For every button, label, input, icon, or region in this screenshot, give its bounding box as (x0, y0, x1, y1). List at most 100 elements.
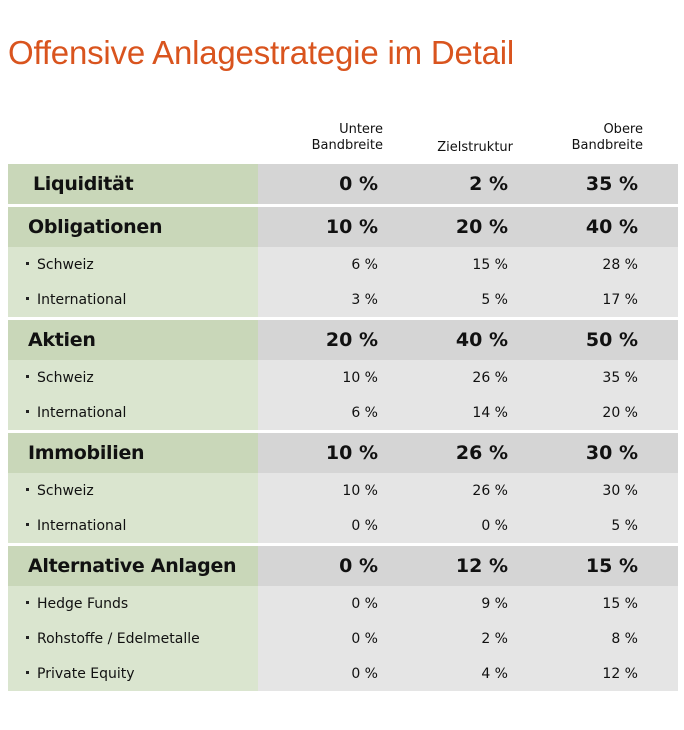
header-upper-band: Obere Bandbreite (571, 122, 643, 153)
row-values: 0 % 0 % 5 % (258, 508, 678, 543)
row-name: Liquidität (33, 173, 134, 195)
subcategory-row: International 3 % 5 % 17 % (8, 282, 678, 317)
value-target-structure: 26 % (472, 482, 508, 499)
category-label: Aktien (8, 320, 258, 360)
row-values: 0 % 4 % 12 % (258, 656, 678, 691)
value-target-structure: 0 % (481, 517, 508, 534)
table-header: Untere Bandbreite Zielstruktur Obere Ban… (258, 122, 678, 158)
row-name: Obligationen (28, 216, 163, 238)
subcategory-label: Rohstoffe / Edelmetalle (8, 621, 258, 656)
row-values: 20 % 40 % 50 % (258, 320, 678, 360)
subcategory-row: Hedge Funds 0 % 9 % 15 % (8, 586, 678, 621)
subcategory-label: Hedge Funds (8, 586, 258, 621)
row-values: 0 % 2 % 35 % (258, 164, 678, 204)
category-row: Immobilien 10 % 26 % 30 % (8, 433, 678, 473)
row-values: 10 % 20 % 40 % (258, 207, 678, 247)
bullet-icon (26, 636, 29, 639)
header-lower-band: Untere Bandbreite (311, 122, 383, 153)
subcategory-label: Schweiz (8, 360, 258, 395)
row-values: 10 % 26 % 35 % (258, 360, 678, 395)
row-name: Schweiz (37, 256, 94, 273)
value-lower-band: 10 % (325, 442, 378, 464)
value-lower-band: 10 % (342, 369, 378, 386)
row-values: 10 % 26 % 30 % (258, 433, 678, 473)
row-separator (8, 204, 678, 207)
bullet-icon (26, 523, 29, 526)
subcategory-row: Private Equity 0 % 4 % 12 % (8, 656, 678, 691)
row-separator (8, 543, 678, 546)
value-target-structure: 20 % (455, 216, 508, 238)
row-name: Rohstoffe / Edelmetalle (37, 630, 200, 647)
row-values: 0 % 2 % 8 % (258, 621, 678, 656)
row-values: 3 % 5 % 17 % (258, 282, 678, 317)
value-lower-band: 6 % (351, 404, 378, 421)
value-lower-band: 3 % (351, 291, 378, 308)
row-name: International (37, 291, 127, 308)
category-label: Obligationen (8, 207, 258, 247)
category-row: Aktien 20 % 40 % 50 % (8, 320, 678, 360)
row-name: Aktien (28, 329, 96, 351)
row-values: 6 % 14 % 20 % (258, 395, 678, 430)
subcategory-row: International 0 % 0 % 5 % (8, 508, 678, 543)
bullet-icon (26, 262, 29, 265)
subcategory-row: Schweiz 6 % 15 % 28 % (8, 247, 678, 282)
row-separator (8, 430, 678, 433)
value-lower-band: 10 % (342, 482, 378, 499)
value-upper-band: 40 % (585, 216, 638, 238)
category-row: Liquidität 0 % 2 % 35 % (8, 164, 678, 204)
value-target-structure: 5 % (481, 291, 508, 308)
category-row: Obligationen 10 % 20 % 40 % (8, 207, 678, 247)
row-values: 0 % 9 % 15 % (258, 586, 678, 621)
allocation-table: Liquidität 0 % 2 % 35 % Obligationen 10 % 20 %… (8, 164, 678, 691)
value-target-structure: 14 % (472, 404, 508, 421)
value-lower-band: 0 % (339, 555, 378, 577)
value-upper-band: 17 % (602, 291, 638, 308)
value-lower-band: 0 % (339, 173, 378, 195)
value-target-structure: 2 % (469, 173, 508, 195)
value-lower-band: 20 % (325, 329, 378, 351)
row-name: Schweiz (37, 482, 94, 499)
row-name: Private Equity (37, 665, 135, 682)
value-target-structure: 26 % (472, 369, 508, 386)
subcategory-label: International (8, 395, 258, 430)
row-name: Alternative Anlagen (28, 555, 237, 577)
value-lower-band: 10 % (325, 216, 378, 238)
value-upper-band: 35 % (602, 369, 638, 386)
value-lower-band: 0 % (351, 595, 378, 612)
value-upper-band: 35 % (585, 173, 638, 195)
value-target-structure: 40 % (455, 329, 508, 351)
subcategory-label: Schweiz (8, 247, 258, 282)
value-upper-band: 12 % (602, 665, 638, 682)
bullet-icon (26, 488, 29, 491)
bullet-icon (26, 671, 29, 674)
row-values: 6 % 15 % 28 % (258, 247, 678, 282)
value-lower-band: 0 % (351, 517, 378, 534)
bullet-icon (26, 601, 29, 604)
category-label: Alternative Anlagen (8, 546, 258, 586)
row-name: Hedge Funds (37, 595, 129, 612)
value-target-structure: 2 % (481, 630, 508, 647)
value-target-structure: 12 % (455, 555, 508, 577)
value-upper-band: 30 % (585, 442, 638, 464)
value-target-structure: 9 % (481, 595, 508, 612)
category-row: Alternative Anlagen 0 % 12 % 15 % (8, 546, 678, 586)
value-lower-band: 6 % (351, 256, 378, 273)
subcategory-row: Schweiz 10 % 26 % 35 % (8, 360, 678, 395)
subcategory-row: Rohstoffe / Edelmetalle 0 % 2 % 8 % (8, 621, 678, 656)
value-upper-band: 8 % (611, 630, 638, 647)
bullet-icon (26, 410, 29, 413)
value-upper-band: 30 % (602, 482, 638, 499)
category-label: Liquidität (8, 164, 258, 204)
row-name: Schweiz (37, 369, 94, 386)
value-lower-band: 0 % (351, 665, 378, 682)
value-target-structure: 26 % (455, 442, 508, 464)
subcategory-row: Schweiz 10 % 26 % 30 % (8, 473, 678, 508)
header-target-structure: Zielstruktur (437, 140, 513, 155)
bullet-icon (26, 297, 29, 300)
page-title: Offensive Anlagestrategie im Detail (8, 34, 514, 71)
value-upper-band: 5 % (611, 517, 638, 534)
subcategory-label: Schweiz (8, 473, 258, 508)
row-values: 0 % 12 % 15 % (258, 546, 678, 586)
value-upper-band: 15 % (585, 555, 638, 577)
row-separator (8, 317, 678, 320)
